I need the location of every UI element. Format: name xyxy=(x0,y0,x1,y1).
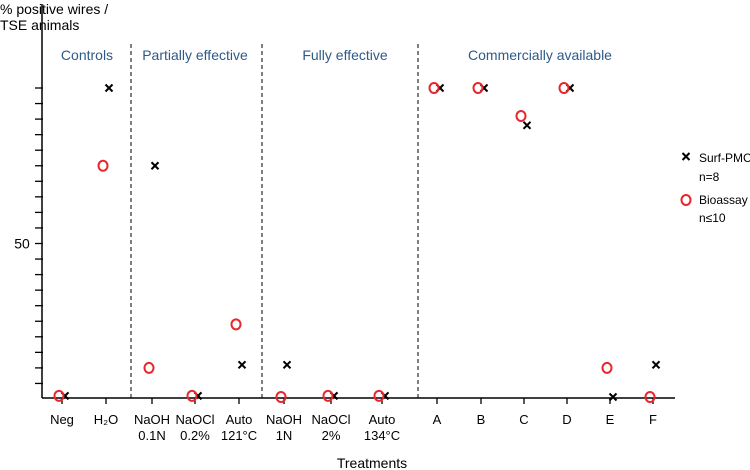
x-tick-label: Auto xyxy=(226,412,253,427)
x-tick-label: NaOH xyxy=(134,412,170,427)
surf-pmca-point xyxy=(104,83,114,93)
surf-pmca-point xyxy=(608,392,618,402)
group-label: Partially effective xyxy=(142,47,248,63)
surf-pmca-point xyxy=(237,360,247,369)
x-tick-label: C xyxy=(519,412,528,427)
y-axis-label: % positive wires /TSE animals xyxy=(0,1,108,33)
bioassay-point xyxy=(322,389,334,402)
bioassay-point xyxy=(644,391,656,403)
y-axis-label-line: % positive wires / xyxy=(0,1,108,17)
x-tick-labels: Neg H₂O NaOH0.1NNaOCl0.2%Auto121°CNaOH1NNa… xyxy=(50,412,657,443)
x-marker-stroke xyxy=(104,83,114,93)
group-labels: Controls Partially effective Fully effecti… xyxy=(61,47,612,63)
bioassay-point xyxy=(230,318,242,331)
data-points xyxy=(53,82,661,403)
x-tick-label-line2: 2% xyxy=(322,428,341,443)
x-tick-label: B xyxy=(477,412,486,427)
legend-marker-bioassay xyxy=(680,194,692,206)
bioassay-point xyxy=(515,109,527,122)
bioassay-point xyxy=(275,391,287,403)
bioassay-point xyxy=(186,389,198,402)
group-label: Commercially available xyxy=(468,47,612,63)
legend: Surf-PMCA n=8 Bioassay n≤10 xyxy=(680,151,750,225)
x-tick-label-line2: 0.2% xyxy=(180,428,210,443)
x-tick-label: A xyxy=(433,412,442,427)
legend-label-surf-pmca: Surf-PMCA xyxy=(699,151,750,165)
legend-marker-surf-pmca xyxy=(681,152,691,161)
y-tick-label: 50 xyxy=(14,236,30,252)
x-tick-label: Neg xyxy=(50,412,74,427)
bioassay-point xyxy=(601,361,613,374)
x-tick-label-line2: 0.1N xyxy=(138,428,165,443)
x-tick-label: NaOH xyxy=(266,412,302,427)
x-tick-label: F xyxy=(649,412,657,427)
x-axis-label: Treatments xyxy=(337,455,407,470)
surf-pmca-point xyxy=(282,360,292,369)
axes: 50 xyxy=(14,4,675,404)
x-marker-stroke xyxy=(237,360,247,369)
x-tick-label: Auto xyxy=(369,412,396,427)
surf-pmca-point xyxy=(522,121,532,130)
bioassay-point xyxy=(143,361,155,374)
x-marker-stroke xyxy=(522,121,532,130)
surf-pmca-point xyxy=(150,161,160,170)
legend-n-bioassay: n≤10 xyxy=(699,211,726,225)
x-marker-stroke xyxy=(681,152,691,161)
x-tick-label: D xyxy=(562,412,571,427)
legend-n-surf-pmca: n=8 xyxy=(699,170,720,184)
x-tick-label: NaOCl xyxy=(311,412,350,427)
bioassay-point xyxy=(472,82,484,94)
x-marker-stroke xyxy=(608,392,618,402)
x-tick-label-line2: 121°C xyxy=(221,428,257,443)
group-label: Fully effective xyxy=(302,47,388,63)
group-label: Controls xyxy=(61,47,113,63)
legend-label-bioassay: Bioassay xyxy=(699,193,748,207)
x-tick-label: H₂O xyxy=(94,412,119,427)
x-marker-stroke xyxy=(150,161,160,170)
bioassay-point xyxy=(558,82,570,94)
x-tick-label-line2: 134°C xyxy=(364,428,400,443)
x-marker-stroke xyxy=(282,360,292,369)
x-tick-label: E xyxy=(606,412,615,427)
y-axis-label-line: TSE animals xyxy=(0,17,79,33)
bioassay-point xyxy=(373,389,385,402)
x-marker-stroke xyxy=(651,360,661,369)
bioassay-point xyxy=(428,82,440,94)
x-tick-label: NaOCl xyxy=(175,412,214,427)
x-tick-label-line2: 1N xyxy=(276,428,293,443)
bioassay-point xyxy=(53,389,65,402)
bioassay-point xyxy=(97,159,109,172)
surf-pmca-point xyxy=(651,360,661,369)
